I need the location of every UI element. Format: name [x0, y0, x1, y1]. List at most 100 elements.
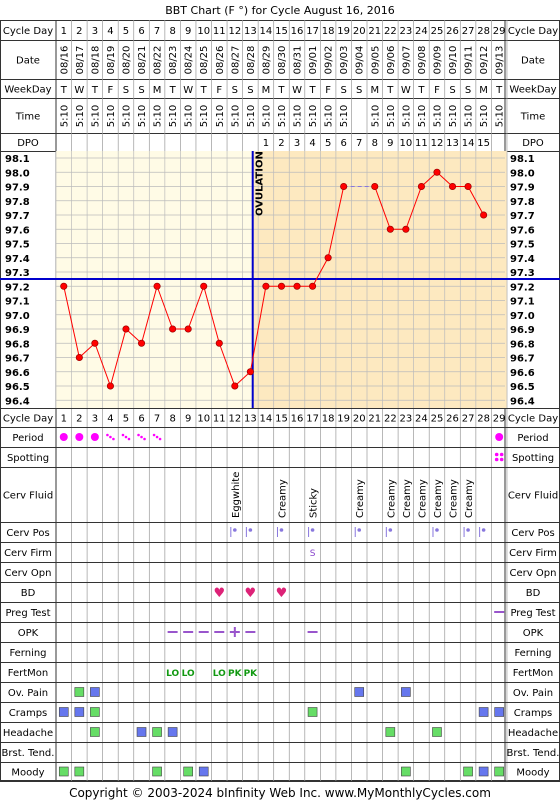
temp-point	[277, 282, 286, 290]
row-label-left: Time	[15, 112, 40, 123]
cycle-day-number: 24	[415, 26, 428, 37]
weekday-label: S	[123, 85, 129, 96]
moody-marker	[494, 766, 504, 777]
time-label: 5:10	[370, 105, 381, 127]
temp-line-segment	[249, 286, 267, 372]
weekday-label: M	[479, 85, 488, 96]
cycle-day-number: 8	[169, 26, 175, 37]
chart-title: BBT Chart (F °) for Cycle August 16, 201…	[165, 4, 395, 17]
temp-point	[309, 282, 317, 290]
y-tick-label-left: 97.1	[5, 297, 30, 308]
dpo-label: 12	[431, 138, 444, 149]
row-label-left: WeekDay	[4, 85, 51, 96]
weekday-label: T	[169, 85, 177, 96]
row-label-left: DPO	[17, 138, 39, 149]
period-light-dot	[143, 437, 146, 441]
cerv-pos-dot	[388, 528, 393, 532]
y-tick-label-left: 98.1	[5, 154, 30, 165]
temp-point	[106, 382, 114, 390]
ov-pain-marker	[90, 687, 100, 697]
cycle-day-number-bottom: 2	[76, 414, 82, 425]
temp-point	[60, 282, 68, 290]
cycle-day-number: 26	[446, 26, 459, 37]
y-tick-label-left: 97.5	[5, 240, 30, 251]
obs-label-left: Ov. Pain	[8, 688, 48, 699]
cramps-marker	[478, 707, 489, 717]
y-tick-label-left: 97.3	[5, 268, 30, 279]
cycle-day-number-bottom: 23	[400, 414, 413, 425]
dpo-label: 5	[325, 138, 331, 149]
cycle-day-number-bottom: 12	[228, 414, 241, 425]
date-label: 09/10	[448, 46, 459, 75]
cycle-day-number: 9	[185, 26, 191, 37]
cerv-fluid-label: Creamy	[402, 479, 413, 518]
time-label: 5:10	[106, 105, 117, 127]
moody-marker	[74, 766, 85, 777]
temp-point	[246, 368, 254, 376]
y-tick-label-right: 96.6	[510, 368, 535, 379]
weekday-label: T	[417, 85, 425, 96]
temp-point	[215, 339, 223, 347]
y-tick-label-left: 96.7	[5, 354, 30, 365]
period-light-dot	[152, 433, 156, 437]
y-tick-label-left: 96.4	[5, 396, 30, 407]
cycle-day-number-bottom: 29	[493, 414, 506, 425]
temp-line-segment	[405, 186, 422, 230]
dpo-label: 6	[340, 138, 346, 149]
dpo-label: 13	[446, 138, 459, 149]
weekday-label: T	[277, 85, 285, 96]
temp-line-segment	[63, 286, 80, 358]
cycle-day-number-bottom: 25	[431, 414, 444, 425]
time-label: 5:10	[230, 105, 241, 127]
weekday-label: S	[232, 85, 238, 96]
cerv-fluid-label: Sticky	[309, 488, 320, 518]
dpo-label: 4	[309, 138, 315, 149]
cycle-day-number: 3	[92, 26, 98, 37]
fertmon-label: PK	[244, 669, 259, 679]
date-label: 08/30	[277, 46, 288, 75]
cramps-marker	[58, 707, 69, 717]
cerv-pos-dot	[248, 528, 253, 532]
obs-label-left: Preg Test	[5, 608, 50, 619]
cycle-day-number: 28	[477, 26, 490, 37]
weekday-label: T	[91, 85, 99, 96]
temp-point	[122, 325, 130, 333]
cycle-day-number: 7	[154, 26, 160, 37]
bd-heart-icon: ♥	[213, 586, 225, 601]
date-label: 09/01	[308, 46, 319, 75]
obs-label-right: Cramps	[514, 708, 553, 719]
period-light-dot	[155, 435, 159, 439]
cerv-fluid-label: Creamy	[277, 479, 288, 518]
cycle-day-number: 20	[353, 26, 366, 37]
cycle-day-number-bottom: 15	[275, 414, 288, 425]
date-label: 09/07	[401, 46, 412, 75]
y-tick-label-left: 97.8	[5, 197, 30, 208]
temp-point	[417, 182, 425, 191]
cycle-day-number: 27	[462, 26, 475, 37]
y-tick-label-left: 97.0	[5, 311, 30, 322]
cycle-day-number: 6	[138, 26, 144, 37]
time-label: 5:10	[386, 105, 397, 127]
cycle-day-number-bottom: 3	[92, 414, 98, 425]
obs-label-right: Ov. Pain	[513, 688, 553, 699]
date-label: 08/16	[59, 46, 70, 75]
date-label: 08/24	[184, 46, 195, 75]
y-tick-label-right: 97.7	[510, 211, 535, 222]
cycle-day-number: 19	[337, 26, 350, 37]
temp-point	[153, 282, 161, 290]
cycle-day-number-bottom: 21	[368, 414, 381, 425]
temp-line-segment	[327, 186, 345, 258]
dpo-label: 14	[462, 138, 475, 149]
cerv-pos-dot	[279, 528, 284, 532]
period-dot	[59, 433, 68, 441]
temp-line-segment	[94, 343, 111, 387]
obs-label-right: OPK	[523, 628, 544, 639]
row-label-left: Cycle Day	[3, 26, 53, 37]
temp-point	[340, 182, 348, 191]
cycle-day-number: 15	[275, 26, 288, 37]
temp-line-segment	[218, 343, 236, 387]
headache-marker	[136, 727, 147, 737]
period-dot	[495, 433, 504, 441]
fertmon-label: LO	[182, 669, 195, 679]
y-tick-label-right: 97.3	[510, 268, 535, 279]
